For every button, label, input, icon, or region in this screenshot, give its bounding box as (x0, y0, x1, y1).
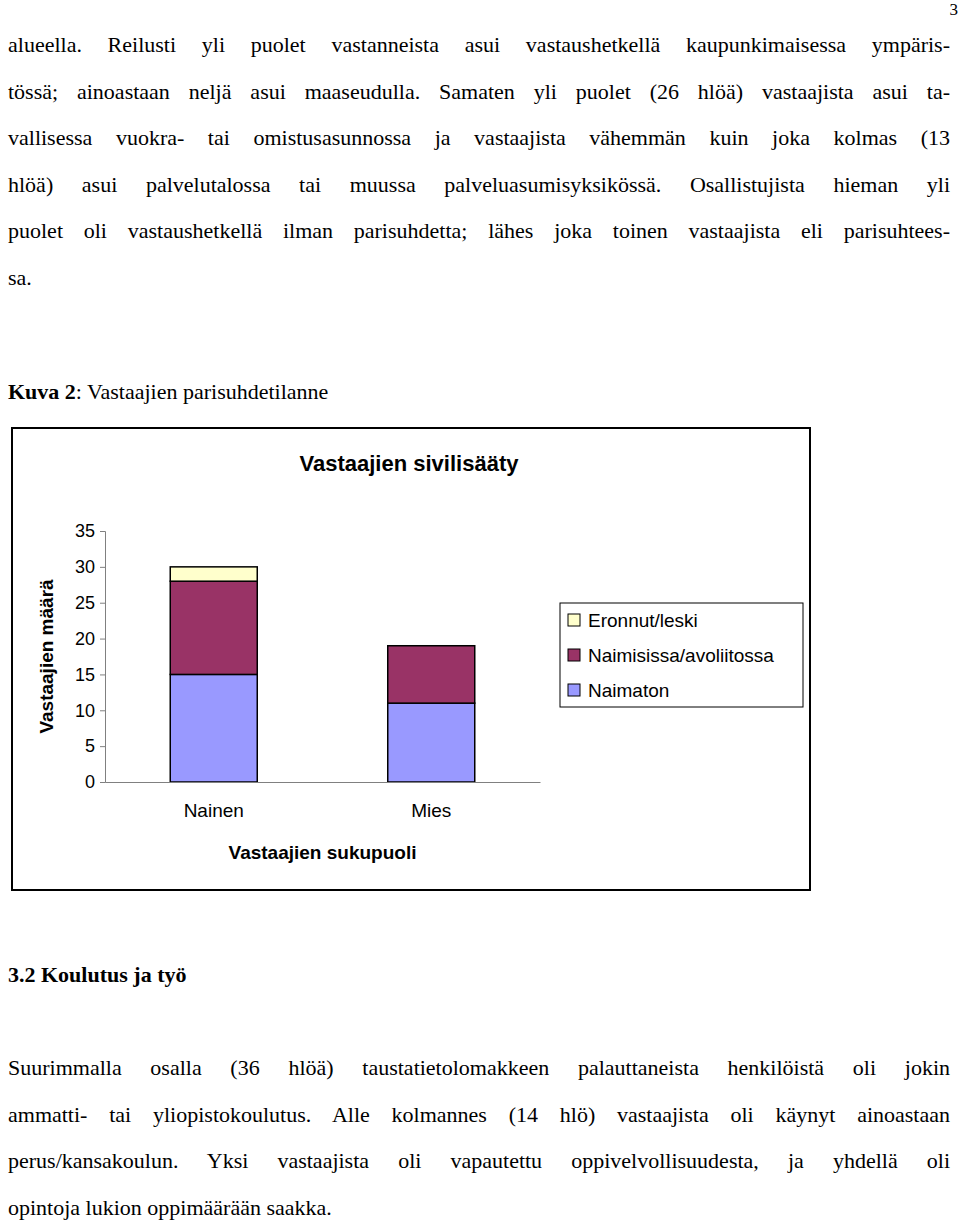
y-tick-label: 5 (85, 736, 95, 756)
bar-segment (170, 567, 257, 581)
y-tick: 5 (85, 736, 105, 756)
section-heading: 3.2 Koulutus ja työ (8, 961, 186, 989)
y-axis-title: Vastaajien määrä (36, 579, 57, 734)
y-tick: 35 (75, 521, 105, 541)
page-number: 3 (950, 0, 959, 20)
text-line: Suurimmalla osalla (36 hlöä) taustatieto… (8, 1054, 950, 1082)
text-line: opintoja lukion oppimäärään saakka. (8, 1194, 950, 1222)
y-axis-line (100, 532, 106, 783)
text-line: ammatti- tai yliopistokoulutus. Alle kol… (8, 1101, 950, 1129)
text-line: puolet oli vastaushetkellä ilman parisuh… (8, 217, 950, 245)
y-tick: 30 (75, 557, 105, 577)
chart-title: Vastaajien sivilisääty (300, 451, 520, 476)
y-axis: 0 5 10 15 20 25 30 35 (75, 521, 106, 792)
y-tick-label: 25 (75, 593, 95, 613)
text-line: perus/kansakoulun. Yksi vastaajista oli … (8, 1147, 950, 1175)
x-axis-title: Vastaajien sukupuoli (229, 842, 417, 863)
text-line: vallisessa vuokra- tai omistusasunnossa … (8, 124, 950, 152)
y-tick: 10 (75, 701, 105, 721)
y-tick-mark (100, 674, 105, 675)
text-line: sa. (8, 264, 950, 292)
x-axis: Nainen Mies (106, 782, 541, 821)
chart-frame (12, 428, 810, 890)
legend-label: Eronnut/leski (588, 610, 698, 631)
chart: Vastaajien sivilisääty 0 5 10 15 20 25 30 35 Nain… (11, 427, 811, 891)
legend-label: Naimisissa/avoliitossa (588, 645, 774, 666)
caption-text: : Vastaajien parisuhdetilanne (76, 379, 329, 404)
legend: Eronnut/leski Naimisissa/avoliitossa Naima… (560, 603, 803, 707)
caption-label: Kuva 2 (8, 379, 76, 404)
x-tick-label: Nainen (184, 800, 244, 821)
y-tick: 25 (75, 593, 105, 613)
legend-swatch (568, 649, 580, 661)
y-tick-mark (100, 603, 105, 604)
legend-label: Naimaton (588, 680, 669, 701)
text-line: alueella. Reilusti yli puolet vastanneis… (8, 31, 950, 59)
bar-segment (388, 646, 475, 703)
text-line: tössä; ainoastaan neljä asui maaseudulla… (8, 78, 950, 106)
bars (170, 567, 475, 782)
y-tick-mark (100, 639, 105, 640)
y-tick-mark (100, 746, 105, 747)
bar-segment (170, 581, 257, 674)
x-tick: Mies (411, 782, 451, 821)
text-line: hlöä) asui palvelutalossa tai muussa pal… (8, 171, 950, 199)
legend-swatch (568, 614, 580, 626)
x-axis-line (106, 782, 541, 783)
y-tick-mark (100, 782, 105, 783)
legend-box (560, 603, 803, 707)
y-tick-mark (100, 710, 105, 711)
y-tick-label: 20 (75, 629, 95, 649)
x-tick-label: Mies (411, 800, 451, 821)
y-tick: 15 (75, 665, 105, 685)
y-tick: 20 (75, 629, 105, 649)
bar-segment (388, 703, 475, 782)
bar-segment (388, 645, 475, 647)
y-tick-mark (100, 531, 105, 532)
legend-swatch (568, 684, 580, 696)
figure-caption: Kuva 2: Vastaajien parisuhdetilanne (8, 378, 328, 406)
y-tick-mark (100, 567, 105, 568)
y-tick-label: 15 (75, 665, 95, 685)
y-tick-label: 0 (85, 772, 95, 792)
y-tick-label: 10 (75, 701, 95, 721)
y-tick: 0 (85, 772, 105, 792)
y-tick-label: 30 (75, 557, 95, 577)
x-tick: Nainen (184, 782, 244, 821)
y-tick-label: 35 (75, 521, 95, 541)
bar-segment (170, 674, 257, 782)
